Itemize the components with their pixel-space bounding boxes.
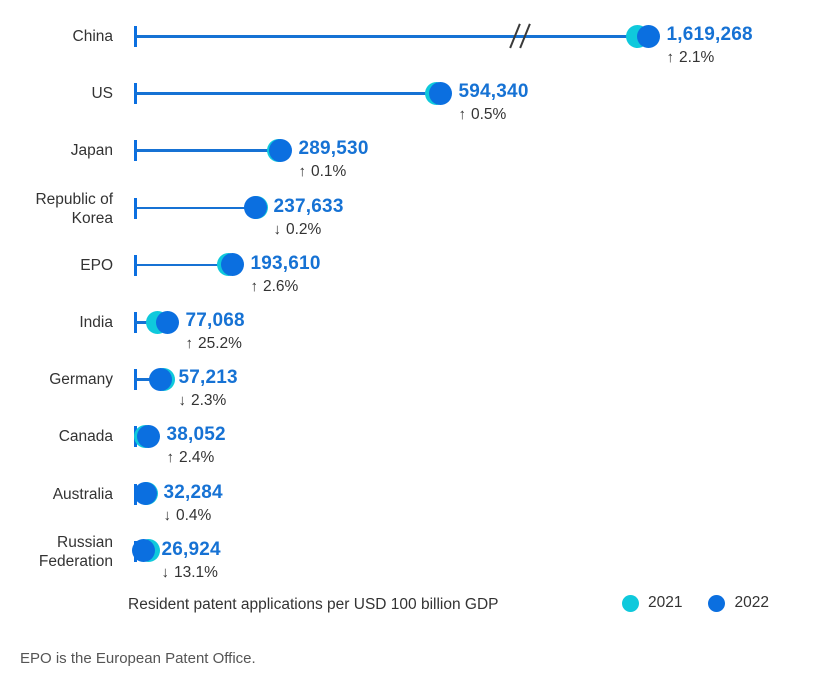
delta-label: ↓13.1%	[162, 564, 218, 582]
delta-label: ↑2.4%	[167, 449, 215, 467]
delta-value: 0.5%	[471, 106, 506, 123]
delta-label: ↑25.2%	[186, 335, 242, 353]
chart-row: Germany 57,213 ↓2.3%	[0, 359, 823, 417]
value-label: 594,340	[459, 81, 529, 103]
delta-value: 13.1%	[174, 564, 218, 581]
delta-label: ↑0.1%	[299, 163, 347, 181]
row-label: China	[0, 27, 113, 46]
row-label: India	[0, 313, 113, 332]
row-label: Canada	[0, 427, 113, 446]
value-connector-line	[135, 92, 437, 95]
delta-value: 0.1%	[311, 163, 346, 180]
chart-row: Japan 289,530 ↑0.1%	[0, 130, 823, 188]
chart-caption: Resident patent applications per USD 100…	[128, 596, 499, 614]
data-point-2022[interactable]	[637, 25, 660, 48]
chart-row: Russian Federation 26,924 ↓13.1%	[0, 531, 823, 589]
delta-label: ↑2.1%	[667, 49, 715, 67]
data-point-2022[interactable]	[132, 539, 155, 562]
value-label: 193,610	[251, 253, 321, 275]
arrow-down-icon: ↓	[179, 392, 187, 409]
row-label: Japan	[0, 141, 113, 160]
row-label: EPO	[0, 256, 113, 275]
legend-item[interactable]: 2022	[708, 594, 768, 612]
value-label: 32,284	[164, 482, 223, 504]
arrow-down-icon: ↓	[162, 564, 170, 581]
row-label: Australia	[0, 485, 113, 504]
delta-label: ↓0.4%	[164, 507, 212, 525]
chart-row: EPO 193,610 ↑2.6%	[0, 245, 823, 303]
delta-value: 2.3%	[191, 392, 226, 409]
arrow-up-icon: ↑	[459, 106, 467, 123]
chart-row: India 77,068 ↑25.2%	[0, 302, 823, 360]
value-connector-line	[135, 207, 252, 210]
delta-label: ↑0.5%	[459, 106, 507, 124]
value-connector-line	[135, 35, 645, 38]
value-label: 57,213	[179, 367, 238, 389]
delta-value: 25.2%	[198, 335, 242, 352]
chart-row: Australia 32,284 ↓0.4%	[0, 474, 823, 532]
value-connector-line	[135, 149, 277, 152]
axis-break-marker	[508, 23, 538, 49]
data-point-2022[interactable]	[269, 139, 292, 162]
data-point-2022[interactable]	[221, 253, 244, 276]
delta-label: ↑2.6%	[251, 278, 299, 296]
delta-value: 2.4%	[179, 449, 214, 466]
arrow-up-icon: ↑	[251, 278, 259, 295]
delta-label: ↓0.2%	[274, 221, 322, 239]
arrow-down-icon: ↓	[274, 221, 282, 238]
row-label: Republic of Korea	[0, 190, 113, 228]
legend-label: 2021	[648, 594, 682, 612]
arrow-up-icon: ↑	[667, 49, 675, 66]
chart-legend: 2021 2022	[622, 594, 769, 612]
delta-value: 0.2%	[286, 221, 321, 238]
value-label: 26,924	[162, 539, 221, 561]
value-connector-line	[135, 264, 229, 267]
value-label: 77,068	[186, 310, 245, 332]
value-label: 237,633	[274, 196, 344, 218]
data-point-2022[interactable]	[244, 196, 267, 219]
data-point-2022[interactable]	[134, 482, 157, 505]
data-point-2022[interactable]	[149, 368, 172, 391]
row-label: Germany	[0, 370, 113, 389]
chart-row: Republic of Korea 237,633 ↓0.2%	[0, 188, 823, 246]
row-label: US	[0, 84, 113, 103]
legend-item[interactable]: 2021	[622, 594, 682, 612]
value-label: 38,052	[167, 424, 226, 446]
data-point-2022[interactable]	[156, 311, 179, 334]
legend-label: 2022	[734, 594, 768, 612]
arrow-down-icon: ↓	[164, 507, 172, 524]
chart-row: Canada 38,052 ↑2.4%	[0, 416, 823, 474]
arrow-up-icon: ↑	[299, 163, 307, 180]
patent-applications-dot-chart: China1,619,268↑2.1%US594,340↑0.5%Japan28…	[0, 0, 823, 675]
delta-label: ↓2.3%	[179, 392, 227, 410]
delta-value: 2.6%	[263, 278, 298, 295]
row-label: Russian Federation	[0, 533, 113, 571]
legend-swatch-icon	[622, 595, 639, 612]
value-label: 1,619,268	[667, 24, 753, 46]
chart-row: US 594,340 ↑0.5%	[0, 73, 823, 131]
data-point-2022[interactable]	[137, 425, 160, 448]
data-point-2022[interactable]	[429, 82, 452, 105]
delta-value: 2.1%	[679, 49, 714, 66]
legend-swatch-icon	[708, 595, 725, 612]
delta-value: 0.4%	[176, 507, 211, 524]
arrow-up-icon: ↑	[186, 335, 194, 352]
chart-row: China 1,619,268 ↑2.1%	[0, 16, 823, 74]
value-label: 289,530	[299, 138, 369, 160]
arrow-up-icon: ↑	[167, 449, 175, 466]
chart-footnote: EPO is the European Patent Office.	[20, 650, 256, 667]
